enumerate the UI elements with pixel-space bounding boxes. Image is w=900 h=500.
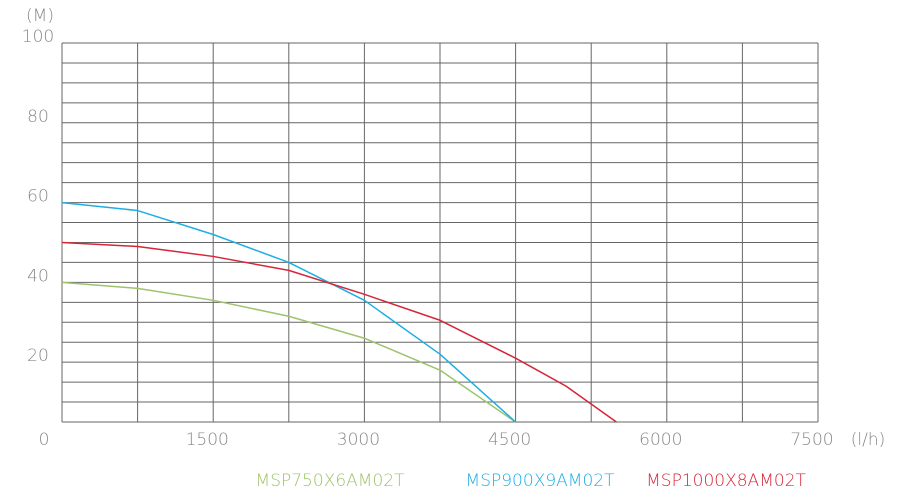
y-tick-label: 20 bbox=[27, 346, 49, 366]
x-tick-label: 0 bbox=[39, 430, 50, 450]
y-unit: (M) bbox=[26, 6, 54, 26]
series-line bbox=[61, 281, 517, 423]
legend-entry: MSP750X6AM02T bbox=[256, 471, 406, 491]
legend-entry: MSP900X9AM02T bbox=[466, 471, 616, 491]
y-tick-label: 40 bbox=[27, 266, 49, 286]
x-tick-label: 6000 bbox=[639, 430, 682, 450]
x-tick-label: 7500 bbox=[790, 430, 833, 450]
x-unit: (l/h) bbox=[851, 430, 886, 450]
x-tick-label: 4500 bbox=[488, 430, 531, 450]
series-line bbox=[61, 201, 517, 423]
x-tick-label: 3000 bbox=[337, 430, 380, 450]
series-line bbox=[61, 241, 617, 423]
x-tick-label: 1500 bbox=[186, 430, 229, 450]
y-tick-label: 100 bbox=[22, 27, 54, 47]
legend-entry: MSP1000X8AM02T bbox=[646, 471, 806, 491]
y-tick-label: 80 bbox=[27, 107, 49, 127]
y-tick-label: 60 bbox=[27, 187, 49, 207]
